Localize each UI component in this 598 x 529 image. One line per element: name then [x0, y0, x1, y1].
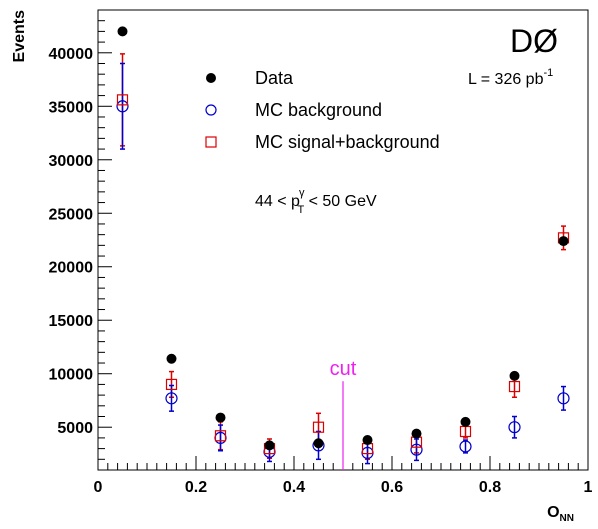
- legend-marker-data: [206, 73, 216, 83]
- luminosity-label: L = 326 pb-1: [468, 67, 553, 88]
- data-point: [215, 412, 226, 423]
- luminosity-exponent: -1: [543, 67, 553, 79]
- mc-background-point: [557, 392, 570, 405]
- mc-background-point: [165, 392, 178, 405]
- kinematic-label: 44 < pγ T < 50 GeV: [255, 187, 377, 216]
- x-tick-label: 1: [584, 479, 593, 496]
- x-tick-label: 0.8: [479, 479, 501, 496]
- kinematic-prefix: 44 < p: [255, 193, 300, 210]
- x-tick-label: 0.2: [185, 479, 207, 496]
- y-tick-label: 20000: [49, 260, 94, 277]
- y-tick-label: 15000: [49, 313, 94, 330]
- x-tick-label: 0.6: [381, 479, 403, 496]
- data-point: [313, 438, 324, 449]
- data-point: [411, 428, 422, 439]
- mc-background-point: [459, 440, 472, 453]
- legend-marker-mc-signal-background: [205, 136, 217, 148]
- cut-label: cut: [330, 358, 357, 380]
- x-axis-title-sub: NN: [560, 513, 574, 524]
- data-point: [362, 435, 373, 446]
- x-tick-label: 0.4: [283, 479, 305, 496]
- legend: Data MC background MC signal+background: [205, 68, 440, 152]
- y-tick-label: 10000: [49, 367, 94, 384]
- data-point: [509, 370, 520, 381]
- legend-label-mc-background: MC background: [255, 100, 382, 120]
- mc-background-point: [410, 443, 423, 456]
- y-tick-label: 5000: [57, 420, 93, 437]
- y-tick-label: 40000: [49, 46, 94, 63]
- mc-background-point: [508, 421, 521, 434]
- mc-signal-background-point: [116, 94, 129, 106]
- kinematic-suffix: < 50 GeV: [304, 193, 377, 210]
- data-point: [460, 416, 471, 427]
- experiment-label: DØ: [510, 23, 558, 59]
- luminosity-text: L = 326 pb: [468, 71, 544, 88]
- y-axis-title: Events: [11, 10, 28, 63]
- mc-signal-background-point: [165, 378, 178, 391]
- x-axis-title: ONN: [547, 504, 574, 524]
- legend-marker-mc-background: [205, 104, 217, 116]
- axes: 0 0.2 0.4 0.6 0.8 150001000015000200002500030…: [49, 9, 593, 496]
- mc-background-point: [116, 100, 129, 113]
- legend-label-mc-signal-background: MC signal+background: [255, 132, 440, 152]
- y-tick-label: 25000: [49, 206, 94, 223]
- mc-signal-background-point: [214, 430, 227, 442]
- y-tick-label: 30000: [49, 153, 94, 170]
- x-axis-title-main: O: [547, 504, 559, 521]
- legend-label-data: Data: [255, 68, 294, 88]
- y-tick-label: 35000: [49, 99, 94, 116]
- kinematic-sub: T: [297, 204, 304, 216]
- data-point: [166, 353, 177, 364]
- data-point: [558, 236, 569, 247]
- mc-signal-background-point: [508, 380, 521, 393]
- data-marks: cut: [116, 26, 570, 470]
- data-point: [117, 26, 128, 37]
- x-tick-label: 0: [94, 479, 103, 496]
- kinematic-sup: γ: [299, 187, 305, 199]
- data-point: [264, 440, 275, 451]
- mc-signal-background-point: [312, 421, 325, 433]
